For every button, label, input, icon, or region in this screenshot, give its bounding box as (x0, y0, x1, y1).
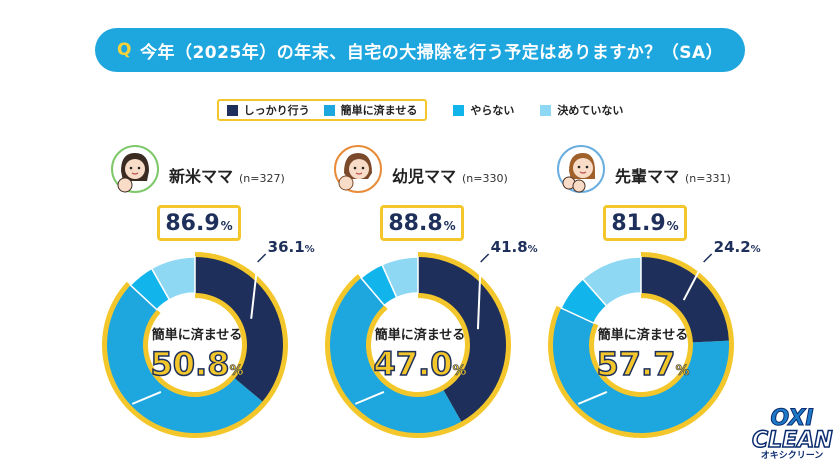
group-title: 新米ママ (n=327) (169, 163, 285, 187)
logo-line-kana: オキシクリーン (760, 451, 824, 461)
leader-line-simple (131, 391, 162, 405)
oxiclean-logo: OXI CLEAN オキシクリーン (751, 406, 833, 468)
group-header: 新米ママ (n=327) (95, 145, 295, 205)
legend-swatch-undecided (540, 104, 552, 116)
group-header: 幼児ママ (n=330) (318, 145, 518, 205)
group-title: 幼児ママ (n=330) (392, 163, 508, 187)
center-label: 簡単に済ませる (374, 327, 466, 343)
group-toddler-mom: 幼児ママ (n=330) 88.8% 41.8% 簡単に済ませる 47.0% (318, 145, 538, 465)
group-name-text: 先輩ママ (615, 167, 680, 186)
leader-line-thorough-white (682, 261, 705, 301)
new-mom-avatar-icon (111, 145, 159, 193)
group-sample-size: (n=331) (685, 172, 731, 185)
center-label: 簡単に済ませる (597, 327, 689, 343)
data-label-simple-unit: % (675, 363, 689, 379)
donut-chart: 36.1% 簡単に済ませる 50.8% (101, 238, 315, 438)
veteran-mom-avatar-icon (557, 145, 605, 193)
data-label-thorough: 36.1% (268, 238, 315, 256)
data-label-simple-unit: % (452, 363, 466, 379)
data-label-thorough: 24.2% (714, 238, 761, 256)
donut-slice-2 (107, 285, 263, 433)
donut-slice-2 (329, 277, 462, 433)
legend-swatch-thorough (226, 104, 238, 116)
group-name-text: 新米ママ (169, 167, 234, 186)
data-label-thorough: 41.8% (491, 238, 538, 256)
data-label-thorough-unit: % (751, 244, 761, 255)
group-sample-size: (n=327) (239, 172, 285, 185)
group-title: 先輩ママ (n=331) (615, 163, 731, 187)
data-label-simple: 47.0% (374, 345, 467, 383)
legend-label-simple: 簡単に済ませる (340, 104, 418, 117)
total-value: 88.8 (388, 211, 443, 236)
legend-item-simple: 簡単に済ませる (323, 102, 418, 118)
donut-slice-2 (553, 308, 729, 433)
donut-slice-4 (150, 256, 196, 301)
data-label-thorough-value: 41.8 (491, 238, 528, 256)
donut-chart: 24.2% 簡単に済ませる 57.7% (548, 238, 761, 438)
donut-slice-4 (381, 256, 419, 299)
data-label-thorough-value: 24.2 (714, 238, 751, 256)
center-label: 簡単に済ませる (151, 327, 243, 343)
leader-line-thorough-white (250, 261, 259, 319)
toddler-mom-avatar-icon (334, 145, 382, 193)
group-name-text: 幼児ママ (392, 167, 457, 186)
data-label-thorough-unit: % (305, 244, 315, 255)
leader-line-thorough-white (476, 261, 482, 330)
data-label-simple-value: 50.8 (151, 345, 230, 383)
legend-highlight-box: しっかり行う 簡単に済ませる (216, 99, 428, 121)
data-label-simple-value: 47.0 (374, 345, 453, 383)
leader-line-thorough (257, 253, 267, 263)
data-label-thorough-value: 36.1 (268, 238, 305, 256)
legend-item-undecided: 決めていない (540, 102, 623, 118)
logo-line-oxi: OXI (770, 406, 814, 431)
legend-label-thorough: しっかり行う (243, 104, 310, 117)
leader-line-simple (577, 391, 608, 405)
logo-line-clean: CLEAN (751, 428, 833, 453)
data-label-thorough-unit: % (528, 244, 538, 255)
legend-item-thorough: しっかり行う (226, 102, 310, 118)
total-percentage-box: 81.9% (603, 205, 687, 241)
legend-label-undecided: 決めていない (557, 104, 624, 117)
legend-swatch-none (453, 104, 465, 116)
data-label-simple-unit: % (229, 363, 243, 379)
legend-swatch-simple (323, 104, 335, 116)
total-value: 81.9 (611, 211, 666, 236)
question-mark: Q (117, 40, 132, 60)
group-header: 先輩ママ (n=331) (541, 145, 741, 205)
data-label-simple: 50.8% (151, 345, 244, 383)
donut-slice-1 (195, 257, 283, 402)
group-new-mom: 新米ママ (n=327) 86.9% 36.1% 簡単に済ませる 50.8% (95, 145, 315, 465)
total-percentage-box: 88.8% (380, 205, 464, 241)
group-sample-size: (n=330) (462, 172, 508, 185)
data-label-simple: 57.7% (597, 345, 690, 383)
total-unit: % (666, 219, 679, 233)
leader-line-thorough (480, 253, 490, 263)
leader-line-simple (354, 391, 385, 405)
donut-slice-4 (581, 256, 642, 308)
donut-chart: 41.8% 簡単に済ませる 47.0% (325, 238, 538, 438)
total-unit: % (443, 219, 456, 233)
group-veteran-mom: 先輩ママ (n=331) 81.9% 24.2% 簡単に済ませる 57.7% (541, 145, 761, 465)
legend-item-none: やらない (453, 102, 514, 118)
leader-line-thorough (703, 253, 713, 263)
total-unit: % (220, 219, 233, 233)
total-value: 86.9 (165, 211, 220, 236)
data-label-simple-value: 57.7 (597, 345, 676, 383)
question-banner: Q 今年（2025年）の年末、自宅の大掃除を行う予定はありますか？（SA） (95, 28, 745, 72)
chart-legend: しっかり行う 簡単に済ませる やらない 決めていない (0, 98, 840, 122)
question-text: 今年（2025年）の年末、自宅の大掃除を行う予定はありますか？（SA） (139, 42, 724, 63)
legend-label-none: やらない (470, 104, 515, 117)
total-percentage-box: 86.9% (157, 205, 241, 241)
donut-slice-1 (418, 257, 507, 422)
